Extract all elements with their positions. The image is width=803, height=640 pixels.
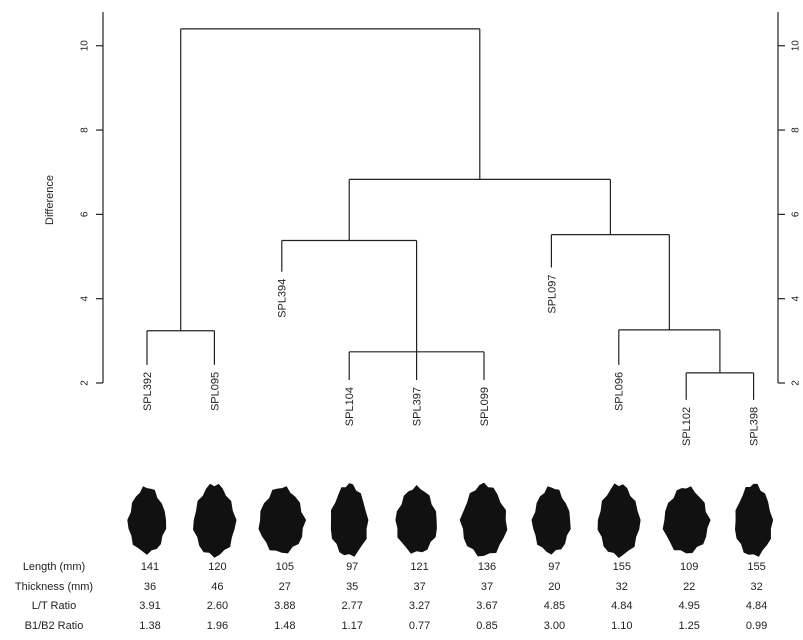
y-axis-label: Difference xyxy=(44,175,56,225)
leaf-label: SPL099 xyxy=(479,387,491,426)
table-cell: 22 xyxy=(683,581,695,593)
table-cell: 155 xyxy=(613,561,631,573)
table-cell: 32 xyxy=(750,581,762,593)
row-label: Thickness (mm) xyxy=(15,581,93,593)
y-tick-label: 6 xyxy=(791,211,802,217)
table-cell: 3.91 xyxy=(139,600,160,612)
leaf-label: SPL102 xyxy=(681,407,693,446)
leaf-label: SPL096 xyxy=(614,372,626,411)
leaf-label: SPL097 xyxy=(546,274,558,313)
y-tick-label: 10 xyxy=(80,40,91,52)
chart: Difference 224466881010SPL392SPL095SPL39… xyxy=(0,0,803,640)
table-cell: 1.38 xyxy=(139,620,160,632)
y-tick-label: 4 xyxy=(80,295,91,301)
leaf-label: SPL104 xyxy=(344,387,356,426)
table-cell: 1.17 xyxy=(341,620,362,632)
table-cell: 4.84 xyxy=(746,600,767,612)
table-cell: 1.25 xyxy=(678,620,699,632)
y-tick-label: 2 xyxy=(80,380,91,386)
artifact-image xyxy=(127,486,166,555)
leaf-label: SPL394 xyxy=(277,279,289,318)
table-cell: 121 xyxy=(410,561,428,573)
table-cell: 4.85 xyxy=(544,600,565,612)
leaf-label: SPL392 xyxy=(142,372,154,411)
y-tick-label: 4 xyxy=(791,295,802,301)
row-label: L/T Ratio xyxy=(32,600,76,612)
row-label: Length (mm) xyxy=(23,561,85,573)
artifact-image xyxy=(460,483,508,557)
leaf-label: SPL397 xyxy=(412,387,424,426)
table-cell: 105 xyxy=(276,561,294,573)
table-cell: 0.77 xyxy=(409,620,430,632)
table-cell: 141 xyxy=(141,561,159,573)
table-cell: 97 xyxy=(548,561,560,573)
y-tick-label: 8 xyxy=(80,127,91,133)
table-cell: 27 xyxy=(279,581,291,593)
artifact-image xyxy=(663,486,711,553)
y-tick-label: 8 xyxy=(791,127,802,133)
table-cell: 46 xyxy=(211,581,223,593)
table-cell: 155 xyxy=(747,561,765,573)
table-cell: 0.99 xyxy=(746,620,767,632)
table-cell: 3.00 xyxy=(544,620,565,632)
artifact-image xyxy=(735,484,773,557)
table-cell: 4.95 xyxy=(678,600,699,612)
table-cell: 32 xyxy=(616,581,628,593)
table-cell: 2.60 xyxy=(207,600,228,612)
table-cell: 3.67 xyxy=(476,600,497,612)
leaf-label: SPL095 xyxy=(209,372,221,411)
table-cell: 3.27 xyxy=(409,600,430,612)
table-cell: 109 xyxy=(680,561,698,573)
table-cell: 1.48 xyxy=(274,620,295,632)
artifact-image xyxy=(532,486,571,554)
table-cell: 2.77 xyxy=(341,600,362,612)
table-cell: 4.84 xyxy=(611,600,632,612)
artifact-image xyxy=(395,485,437,554)
artifact-image xyxy=(193,484,237,558)
y-tick-label: 6 xyxy=(80,211,91,217)
table-cell: 20 xyxy=(548,581,560,593)
artifact-image xyxy=(331,483,369,557)
table-cell: 97 xyxy=(346,561,358,573)
table-cell: 1.96 xyxy=(207,620,228,632)
artifact-image xyxy=(598,483,641,558)
table-cell: 1.10 xyxy=(611,620,632,632)
leaf-label: SPL398 xyxy=(749,407,761,446)
table-cell: 0.85 xyxy=(476,620,497,632)
table-cell: 37 xyxy=(413,581,425,593)
table-cell: 37 xyxy=(481,581,493,593)
table-cell: 36 xyxy=(144,581,156,593)
table-cell: 35 xyxy=(346,581,358,593)
y-tick-label: 2 xyxy=(791,380,802,386)
row-label: B1/B2 Ratio xyxy=(25,620,84,632)
table-cell: 136 xyxy=(478,561,496,573)
table-cell: 3.88 xyxy=(274,600,295,612)
table-cell: 120 xyxy=(208,561,226,573)
artifact-image xyxy=(259,486,307,553)
y-tick-label: 10 xyxy=(791,40,802,52)
